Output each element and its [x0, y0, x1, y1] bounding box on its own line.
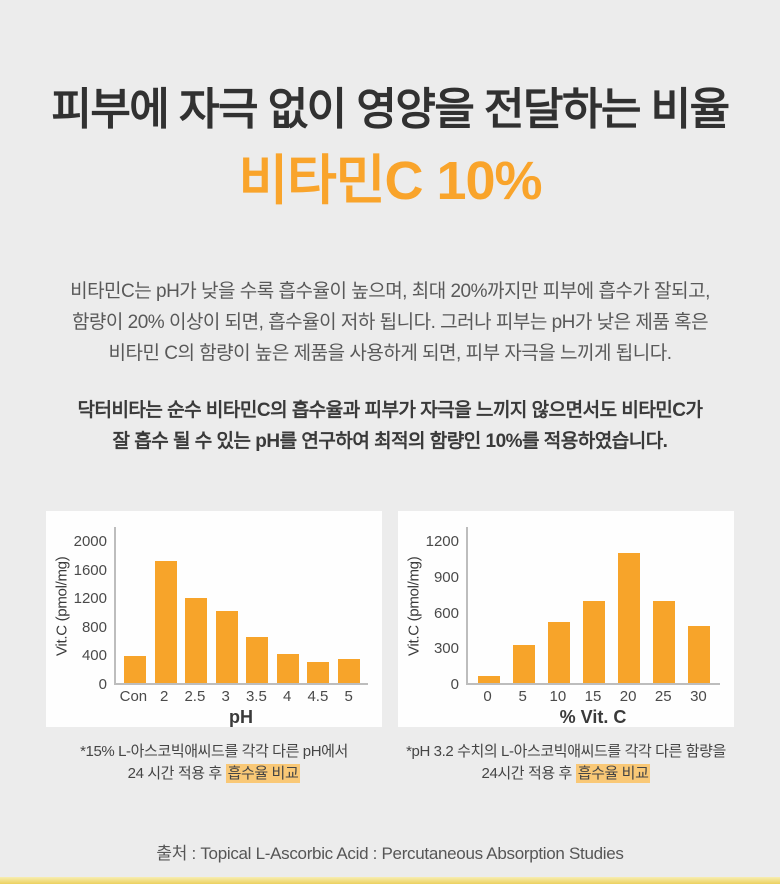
bar-column — [120, 656, 151, 683]
y-axis-ticks: 0 300 600 900 1200 — [424, 527, 466, 693]
x-tick-label: Con — [119, 688, 148, 705]
intro-paragraph-line-2: 함량이 20% 이상이 되면, 흡수율이 저하 됩니다. 그러나 피부는 pH가… — [71, 312, 709, 333]
page-subtitle: 비타민C 10% — [238, 151, 542, 211]
bar-column — [242, 637, 273, 683]
bar-20 — [617, 553, 640, 683]
chart-inner: Vit.C (pmol/mg) 0 400 800 1200 1600 2000 Con 2… — [52, 527, 368, 728]
x-axis-label: % Vit. C — [559, 707, 627, 727]
x-tick-label: 30 — [690, 688, 707, 705]
bar-15 — [583, 601, 605, 683]
y-axis-label: Vit.C (pmol/mg) — [53, 556, 71, 656]
emphasis-paragraph-line-1: 닥터비타는 순수 비타민C의 흡수율과 피부가 자극을 느끼지 않으면서도 비타… — [77, 400, 703, 421]
bar-column — [611, 553, 646, 683]
bar-4 — [276, 654, 299, 683]
y-tick-label: 0 — [98, 676, 107, 693]
y-tick-label: 1200 — [73, 590, 107, 608]
bar-column — [151, 561, 182, 683]
intro-paragraph-line-1: 비타민C는 pH가 낮을 수록 흡수율이 높으며, 최대 20%까지만 피부에 … — [70, 281, 710, 302]
bar-column — [681, 626, 716, 683]
bar-column — [472, 676, 507, 683]
x-tick-label: 0 — [483, 688, 492, 705]
bar-3 — [215, 611, 238, 683]
bar-4.5 — [307, 662, 330, 683]
page-title: 피부에 자극 없이 영양을 전달하는 비율 — [51, 85, 730, 134]
plot-column: Con 2 2.5 3 3.5 4 4.5 5 pH — [114, 527, 368, 728]
bar-Con — [124, 656, 147, 683]
y-tick-label: 300 — [433, 640, 459, 658]
y-tick-label: 1600 — [73, 561, 107, 579]
plot-area — [114, 527, 368, 685]
bar-column — [507, 645, 542, 683]
emphasis-paragraph: 닥터비타는 순수 비타민C의 흡수율과 피부가 자극을 느끼지 않으면서도 비타… — [0, 395, 780, 457]
x-tick-label: 2 — [159, 688, 169, 705]
footer-accent-bar — [0, 877, 780, 884]
plot-column: 0 5 10 15 20 25 30 % Vit. C — [466, 527, 720, 728]
y-tick-label: 600 — [433, 604, 459, 622]
y-tick-label: 400 — [81, 647, 107, 665]
concentration-absorption-chart: Vit.C (pmol/mg) 0 300 600 900 1200 0 5 10 15 20 2… — [398, 511, 734, 727]
x-tick-label: 10 — [549, 688, 567, 705]
x-tick-label: 20 — [619, 688, 637, 705]
bar-column — [334, 659, 365, 683]
caption-line-1: *pH 3.2 수치의 L-아스코빅애씨드를 각각 다른 함량을 — [406, 743, 726, 760]
ph-absorption-chart: Vit.C (pmol/mg) 0 400 800 1200 1600 2000 Con 2… — [46, 511, 382, 727]
source-citation: 출처 : Topical L-Ascorbic Acid : Percutane… — [156, 844, 624, 863]
x-tick-label: 4 — [282, 688, 292, 705]
bar-column — [212, 611, 243, 683]
x-axis-ticks: 0 5 10 15 20 25 30 — [466, 688, 720, 706]
bar-0 — [478, 676, 501, 683]
bar-2 — [154, 561, 177, 683]
bar-column — [273, 654, 304, 683]
bar-10 — [548, 622, 571, 683]
x-tick-label: 3 — [221, 688, 230, 705]
bar-5 — [337, 659, 360, 683]
bar-25 — [652, 601, 675, 683]
x-tick-label: 2.5 — [184, 688, 206, 705]
x-tick-label: 5 — [344, 688, 353, 705]
x-tick-label: 15 — [584, 688, 602, 705]
y-tick-label: 2000 — [73, 533, 107, 550]
y-tick-label: 800 — [81, 618, 107, 636]
caption-highlight: 흡수율 비교 — [225, 764, 301, 783]
caption-highlight: 흡수율 비교 — [575, 764, 651, 783]
caption-line-2-prefix: 24시간 적용 후 — [481, 765, 576, 782]
concentration-chart-column: Vit.C (pmol/mg) 0 300 600 900 1200 0 5 10 15 20 2… — [398, 511, 734, 785]
y-tick-label: 0 — [450, 676, 459, 693]
bar-3.5 — [246, 637, 269, 683]
bar-2.5 — [185, 598, 208, 683]
caption-line-2-prefix: 24 시간 적용 후 — [127, 765, 226, 782]
y-axis-label: Vit.C (pmol/mg) — [405, 556, 423, 656]
bar-5 — [513, 645, 536, 683]
x-tick-label: 5 — [518, 688, 527, 705]
caption-line-2: 24 시간 적용 후 흡수율 비교 — [46, 763, 382, 785]
caption-line-2: 24시간 적용 후 흡수율 비교 — [398, 763, 734, 785]
y-tick-label: 1200 — [425, 533, 459, 550]
intro-paragraph-line-3: 비타민 C의 함량이 높은 제품을 사용하게 되면, 피부 자극을 느끼게 됩니… — [108, 343, 673, 364]
intro-paragraph: 비타민C는 pH가 낮을 수록 흡수율이 높으며, 최대 20%까지만 피부에 … — [0, 276, 780, 369]
bar-column — [646, 601, 681, 683]
y-tick-label: 900 — [433, 568, 459, 586]
x-axis-ticks: Con 2 2.5 3 3.5 4 4.5 5 — [114, 688, 368, 706]
y-axis-ticks: 0 400 800 1200 1600 2000 — [72, 527, 114, 693]
bar-column — [542, 622, 577, 683]
bar-column — [303, 662, 334, 683]
x-tick-label: 3.5 — [245, 688, 267, 705]
x-axis-label: pH — [229, 707, 253, 727]
ph-chart-caption: *15% L-아스코빅애씨드를 각각 다른 pH에서 24 시간 적용 후 흡수… — [46, 741, 382, 785]
x-tick-label: 4.5 — [307, 688, 329, 705]
charts-row: Vit.C (pmol/mg) 0 400 800 1200 1600 2000 Con 2… — [0, 511, 780, 785]
chart-inner: Vit.C (pmol/mg) 0 300 600 900 1200 0 5 10 15 20 2… — [404, 527, 720, 728]
caption-line-1: *15% L-아스코빅애씨드를 각각 다른 pH에서 — [80, 743, 348, 760]
plot-area — [466, 527, 720, 685]
x-tick-label: 25 — [654, 688, 672, 705]
concentration-chart-caption: *pH 3.2 수치의 L-아스코빅애씨드를 각각 다른 함량을 24시간 적용… — [398, 741, 734, 785]
bar-column — [181, 598, 212, 683]
bar-30 — [687, 626, 710, 683]
bar-column — [577, 601, 612, 683]
emphasis-paragraph-line-2: 잘 흡수 될 수 있는 pH를 연구하여 최적의 함량인 10%를 적용하였습니… — [112, 431, 668, 452]
ph-chart-column: Vit.C (pmol/mg) 0 400 800 1200 1600 2000 Con 2… — [46, 511, 382, 785]
